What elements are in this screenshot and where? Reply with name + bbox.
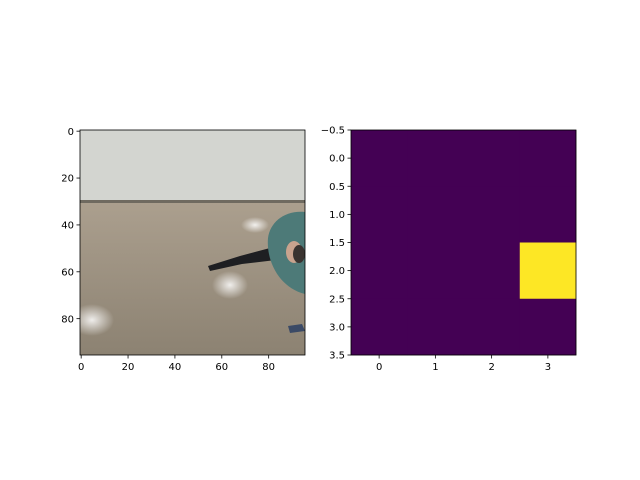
heatmap-y-tick-label: −0.5 xyxy=(321,126,345,137)
heatmap-y-tick-label: 2.5 xyxy=(329,294,345,305)
heatmap-cell xyxy=(351,298,408,356)
heatmap-cell xyxy=(463,186,521,243)
heatmap-y-tick-label: 3.0 xyxy=(329,322,345,333)
heatmap-x-tick-label: 3 xyxy=(545,362,551,373)
photo-axes-frame xyxy=(79,129,306,356)
photo-person-legs xyxy=(208,248,276,271)
heatmap-cell xyxy=(519,130,577,187)
image-panel: 0 20 40 60 80 0 20 40 60 80 xyxy=(61,127,306,373)
photo-glare xyxy=(241,217,269,233)
heatmap-cell xyxy=(351,130,408,187)
photo-floor xyxy=(80,203,305,355)
heatmap-y-tick-label: 3.5 xyxy=(329,351,345,362)
heatmap-x-tick-label: 1 xyxy=(432,362,438,373)
photo-glare xyxy=(212,271,248,299)
heatmap-cell xyxy=(519,186,577,243)
heatmap-cells xyxy=(351,130,577,356)
heatmap-x-tick-label: 2 xyxy=(488,362,494,373)
photo-ticks: 0 20 40 60 80 0 20 40 60 80 xyxy=(61,127,275,373)
photo-x-tick-label: 0 xyxy=(78,362,84,373)
heatmap-y-tick-label: 0.0 xyxy=(329,154,345,165)
heatmap-y-tick-label: 2.0 xyxy=(329,266,345,277)
heatmap-cell xyxy=(407,130,464,187)
heatmap-axes-frame xyxy=(350,129,577,356)
photo-baseboard xyxy=(80,200,305,203)
heatmap-cell xyxy=(463,130,521,187)
heatmap-cell xyxy=(407,298,464,356)
photo-wall xyxy=(80,130,305,201)
heatmap-x-tick-label: 0 xyxy=(376,362,382,373)
photo-y-tick-label: 80 xyxy=(61,314,74,325)
photo-glare xyxy=(80,304,114,336)
photo-x-tick-label: 80 xyxy=(262,362,275,373)
photo-x-tick-label: 20 xyxy=(122,362,135,373)
photo-x-tick-label: 40 xyxy=(169,362,182,373)
heatmap-cell xyxy=(463,242,521,300)
heatmap-cell xyxy=(519,242,577,300)
heatmap-cell xyxy=(463,298,521,356)
photo-y-tick-label: 0 xyxy=(68,127,74,138)
heatmap-cell xyxy=(351,242,408,300)
heatmap-cell xyxy=(519,298,577,356)
heatmap-y-tick-label: 0.5 xyxy=(329,182,345,193)
photo-x-tick-label: 60 xyxy=(215,362,228,373)
photo-y-tick-label: 60 xyxy=(61,267,74,278)
photo-shoe xyxy=(288,324,305,333)
photo-y-tick-label: 20 xyxy=(61,174,74,185)
heatmap-cell xyxy=(407,242,464,300)
heatmap-y-tick-label: 1.5 xyxy=(329,238,345,249)
photo-y-tick-label: 40 xyxy=(61,221,74,232)
heatmap-ticks: 0 1 2 3 −0.5 0.0 0.5 1.0 1.5 2.0 2.5 3.0 3.5 xyxy=(321,126,551,373)
heatmap-y-tick-label: 1.0 xyxy=(329,210,345,221)
photo-image xyxy=(80,130,305,355)
heatmap-cell xyxy=(407,186,464,243)
heatmap-cell xyxy=(351,186,408,243)
photo-person-hair xyxy=(293,245,305,263)
heatmap-panel: 0 1 2 3 −0.5 0.0 0.5 1.0 1.5 2.0 2.5 3.0 3.5 xyxy=(321,126,577,373)
